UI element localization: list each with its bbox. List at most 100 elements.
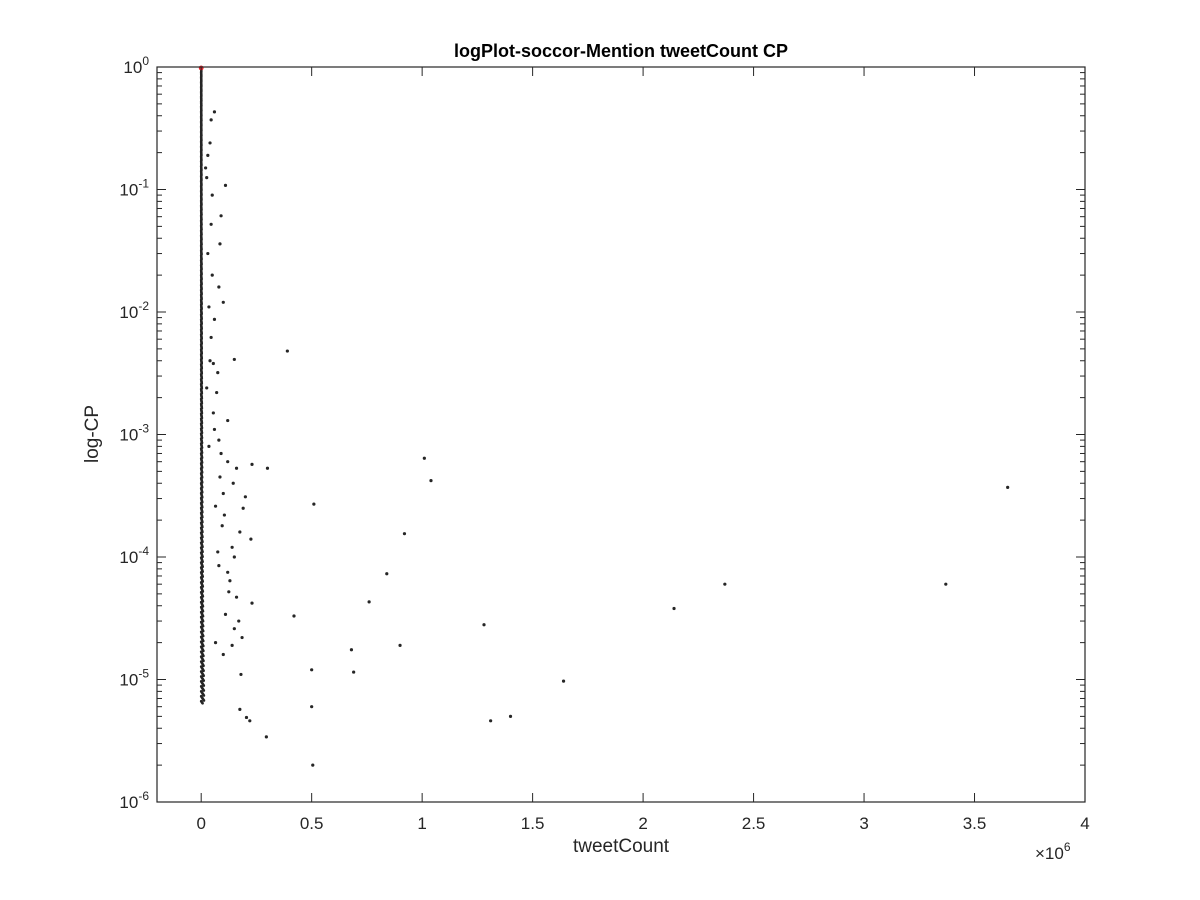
data-point [312,502,316,506]
x-axis-label: tweetCount [573,836,670,857]
data-point [215,390,219,395]
data-point [205,176,209,180]
data-point [422,456,426,460]
data-point [206,153,210,157]
data-point [489,719,493,723]
data-point [226,570,230,574]
data-point [221,652,225,657]
data-point [210,193,214,197]
data-point [238,530,242,534]
data-point [398,643,402,647]
data-point-band [202,694,206,697]
data-point [216,371,220,375]
data-point [213,641,218,645]
data-point [231,481,235,485]
data-point [239,672,243,677]
data-point [352,670,356,674]
data-point [561,679,566,683]
data-point [508,714,513,718]
data-point [238,707,242,712]
data-point [211,361,215,366]
data-point [213,504,218,508]
data-point [241,506,245,510]
data-point [209,118,213,122]
data-point [204,166,208,170]
data-point [232,555,236,559]
data-point-band [202,674,205,677]
data-point [206,251,210,256]
data-point [221,491,225,496]
data-point [310,705,314,709]
data-point [234,595,239,599]
data-point-band [202,699,206,702]
data-point [211,411,215,415]
data-point [402,532,407,536]
data-point [222,513,226,517]
data-point-band [201,701,204,705]
data-point [226,460,230,464]
data-point [219,451,223,456]
data-point [210,273,214,277]
data-point-band [202,654,205,658]
y-axis-label: log-CP [82,405,103,463]
data-point [220,524,224,528]
data-point-band [202,669,205,673]
data-point-band [202,644,205,648]
data-point [212,110,217,114]
data-point [216,550,220,554]
data-point [230,545,234,549]
data-point [1006,485,1010,489]
data-point-band [202,664,205,668]
data-point [723,582,727,586]
data-point [311,763,315,767]
data-point [218,242,222,246]
x-tick-labels: 0 0.5 1 1.5 2 2.5 3 3.5 4 [196,814,1089,833]
data-point [944,582,948,586]
data-point [208,141,212,145]
data-point [209,335,213,340]
data-point [230,643,234,647]
data-point [226,418,230,423]
data-point [221,300,225,304]
y-tick-label: 10-1 [119,177,149,200]
y-tick-label: 10-6 [119,789,149,812]
data-point [385,572,389,576]
data-point-band [202,689,206,692]
data-point [265,466,270,470]
x-tick-label: 1 [417,814,426,833]
data-point [218,475,222,479]
x-exponent-base: ×10 [1035,844,1064,863]
x-tick-label: 1.5 [521,814,545,833]
data-point [285,349,289,353]
data-point [250,462,254,467]
data-point-band [202,679,206,682]
y-tick-label: 10-3 [119,422,149,445]
data-point [367,600,371,604]
x-exponent-label: ×106 [1035,840,1071,863]
data-point [217,438,221,442]
data-point [234,466,239,470]
data-point [212,317,217,322]
data-point [349,648,354,652]
x-tick-label: 2 [638,814,647,833]
y-tick-label: 10-5 [119,667,149,690]
data-point [248,719,252,723]
data-point-band [202,649,205,653]
data-point [482,623,486,627]
x-tick-label: 2.5 [742,814,766,833]
data-point [228,579,232,583]
chart-title: logPlot-soccor-Mention tweetCount CP [454,41,788,61]
data-point-band [201,639,205,643]
x-tick-label: 0.5 [300,814,324,833]
data-point-band [202,684,206,687]
data-point [244,715,249,720]
data-point [227,590,231,594]
data-point [292,614,296,618]
data-point [232,627,236,631]
x-tick-label: 3.5 [963,814,987,833]
data-point [249,537,253,541]
data-point [223,183,228,188]
axis-ticks [157,66,1086,803]
data-point [429,479,433,483]
